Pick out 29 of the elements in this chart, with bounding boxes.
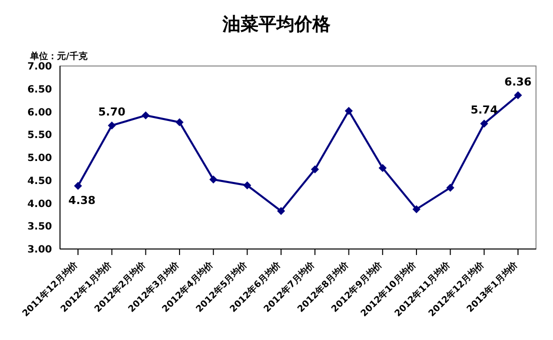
- point: [344, 106, 353, 115]
- point: [378, 164, 387, 172]
- y-tick-label: 3.00: [27, 244, 52, 256]
- point: [412, 205, 420, 214]
- point: [446, 184, 454, 192]
- point: [108, 121, 116, 130]
- point: [514, 91, 522, 100]
- data-label: 6.36: [504, 75, 532, 88]
- point: [243, 181, 252, 190]
- point: [209, 175, 218, 184]
- point: [142, 111, 150, 120]
- data-label: 5.74: [470, 104, 498, 117]
- y-tick-label: 7.00: [27, 62, 52, 73]
- point: [310, 165, 319, 174]
- y-tick-label: 6.50: [27, 84, 52, 96]
- y-tick-label: 5.00: [27, 153, 52, 164]
- y-tick-label: 3.50: [27, 222, 52, 233]
- point: [480, 120, 488, 128]
- text: 单位：元/千克: [30, 50, 88, 62]
- point: [74, 182, 82, 190]
- y-tick-label: 6.00: [27, 107, 52, 118]
- y-tick-label: 4.50: [27, 176, 52, 187]
- point: [277, 207, 286, 216]
- chart-title: 油菜平均价格: [221, 13, 332, 36]
- point: [176, 118, 184, 126]
- data-label: 5.70: [98, 105, 126, 118]
- y-tick-label: 4.00: [27, 198, 52, 210]
- y-tick-label: 5.50: [27, 130, 52, 142]
- data-label: 4.38: [68, 194, 96, 207]
